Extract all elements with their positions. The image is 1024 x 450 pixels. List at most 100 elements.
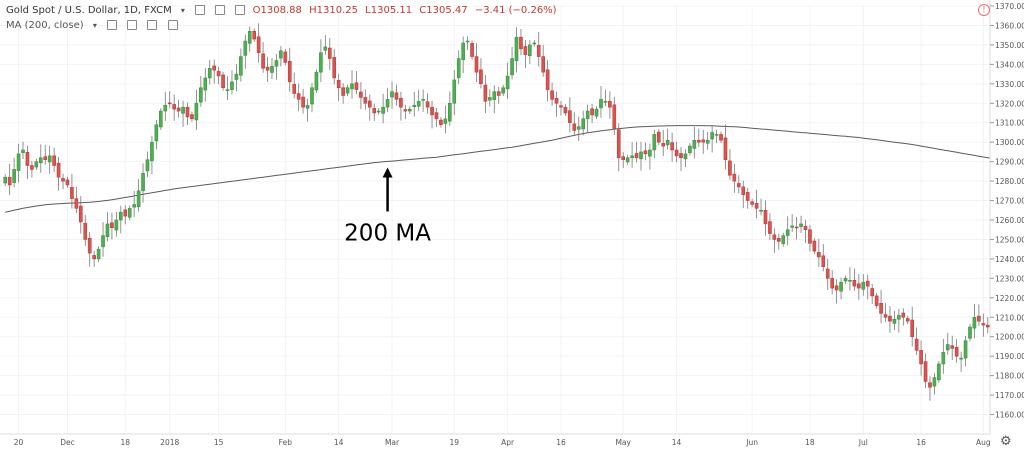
candle (385, 87, 390, 112)
candle (381, 93, 385, 124)
indicator-legend[interactable]: MA (200, close) ▾ (6, 20, 182, 31)
candle (279, 46, 283, 67)
candle-body (883, 314, 888, 318)
candle (212, 59, 216, 84)
time-tick-label: 14 (672, 438, 682, 447)
candle (96, 246, 101, 262)
candle (110, 212, 114, 240)
candle-body (914, 338, 919, 351)
candle (928, 376, 932, 401)
price-change: −3.41 (−0.26%) (474, 5, 557, 16)
candle (225, 76, 230, 100)
visibility-icon[interactable] (107, 20, 118, 30)
time-tick-label: 16 (556, 438, 566, 447)
symbol-title[interactable]: Gold Spot / U.S. Dollar, 1D, FXCM (6, 5, 172, 16)
candle-body (768, 221, 772, 234)
candle-body (150, 141, 154, 162)
candle (799, 215, 803, 234)
candle-body (750, 201, 754, 205)
settings-small-icon[interactable] (215, 5, 226, 15)
candle-body (123, 209, 128, 217)
candle (732, 164, 737, 193)
candle-body (25, 152, 30, 166)
candle-body (736, 183, 741, 188)
close-small-icon[interactable] (147, 20, 158, 30)
indicator-label[interactable]: MA (200, close) (6, 20, 84, 31)
candle (83, 214, 88, 246)
candle-body (74, 198, 79, 209)
candle-body (52, 155, 56, 166)
candle-body (812, 240, 817, 252)
candle-body (332, 57, 337, 79)
candle (265, 57, 270, 82)
close-small-icon[interactable] (235, 5, 246, 15)
candle (163, 91, 168, 121)
candle (74, 186, 79, 213)
candle-body (163, 104, 168, 112)
more-icon[interactable] (167, 20, 178, 30)
candle (968, 324, 972, 342)
time-axis[interactable]: 20 Dec 18 2018 15 Feb 14 Mar 19 Apr 16 May 14 Jun 18 Ju… (0, 433, 1024, 447)
time-tick-label: May (615, 438, 631, 447)
candle-body (407, 108, 412, 112)
chevron-down-icon[interactable]: ▾ (92, 21, 97, 30)
candle-body (434, 112, 439, 120)
price-tick-label: 1280.00 (995, 177, 1024, 186)
candle-body (87, 238, 92, 254)
candle-body (825, 268, 830, 279)
candle-body (594, 108, 599, 117)
candle (43, 144, 48, 165)
candle-body (536, 45, 541, 57)
visibility-icon[interactable] (195, 5, 206, 15)
candle-body (207, 68, 212, 79)
candle-body (47, 155, 52, 163)
price-tick-label: 1180.00 (995, 372, 1024, 381)
candle (825, 259, 830, 291)
candle (808, 225, 812, 252)
candle-body (941, 352, 946, 365)
candle (359, 82, 363, 110)
candle-body (336, 80, 341, 88)
candle-body (43, 156, 48, 160)
candle (421, 89, 425, 112)
warning-icon[interactable]: ! (978, 4, 990, 16)
candle-body (154, 124, 159, 142)
candle-body (977, 315, 981, 322)
price-tick-label: 1190.00 (995, 352, 1024, 361)
candle (465, 36, 470, 50)
candle (488, 89, 492, 107)
candle-body (679, 153, 683, 158)
candle-body (256, 36, 261, 53)
candle (763, 200, 768, 236)
candle-body (16, 153, 21, 171)
candle-body (394, 92, 399, 100)
candle (812, 238, 817, 255)
settings-small-icon[interactable] (127, 20, 138, 30)
candle (319, 39, 323, 83)
candle (545, 59, 550, 102)
candle (327, 38, 332, 71)
chevron-down-icon[interactable]: ▾ (180, 6, 185, 15)
symbol-legend[interactable]: Gold Spot / U.S. Dollar, 1D, FXCM ▾ O130… (6, 5, 561, 16)
chart-grid (0, 5, 990, 434)
gear-icon[interactable]: ⚙ (1000, 434, 1012, 449)
candle (563, 104, 568, 116)
candle (92, 250, 96, 268)
candle-body (265, 66, 270, 71)
candle (230, 70, 234, 95)
candle (981, 313, 986, 337)
candle (652, 129, 657, 159)
price-axis[interactable]: 1160.00 1170.00 1180.00 1190.00 1200.00 1210.… (989, 0, 1024, 450)
candle-body (492, 91, 497, 101)
candle (296, 83, 301, 112)
candle-body (252, 31, 257, 40)
candle-body (732, 173, 737, 182)
candle-body (563, 106, 568, 114)
candle-body (643, 150, 648, 155)
candle (461, 36, 465, 74)
price-axis-bg (990, 0, 1024, 450)
candle (834, 279, 839, 304)
candle (843, 275, 848, 285)
candle (34, 158, 39, 171)
